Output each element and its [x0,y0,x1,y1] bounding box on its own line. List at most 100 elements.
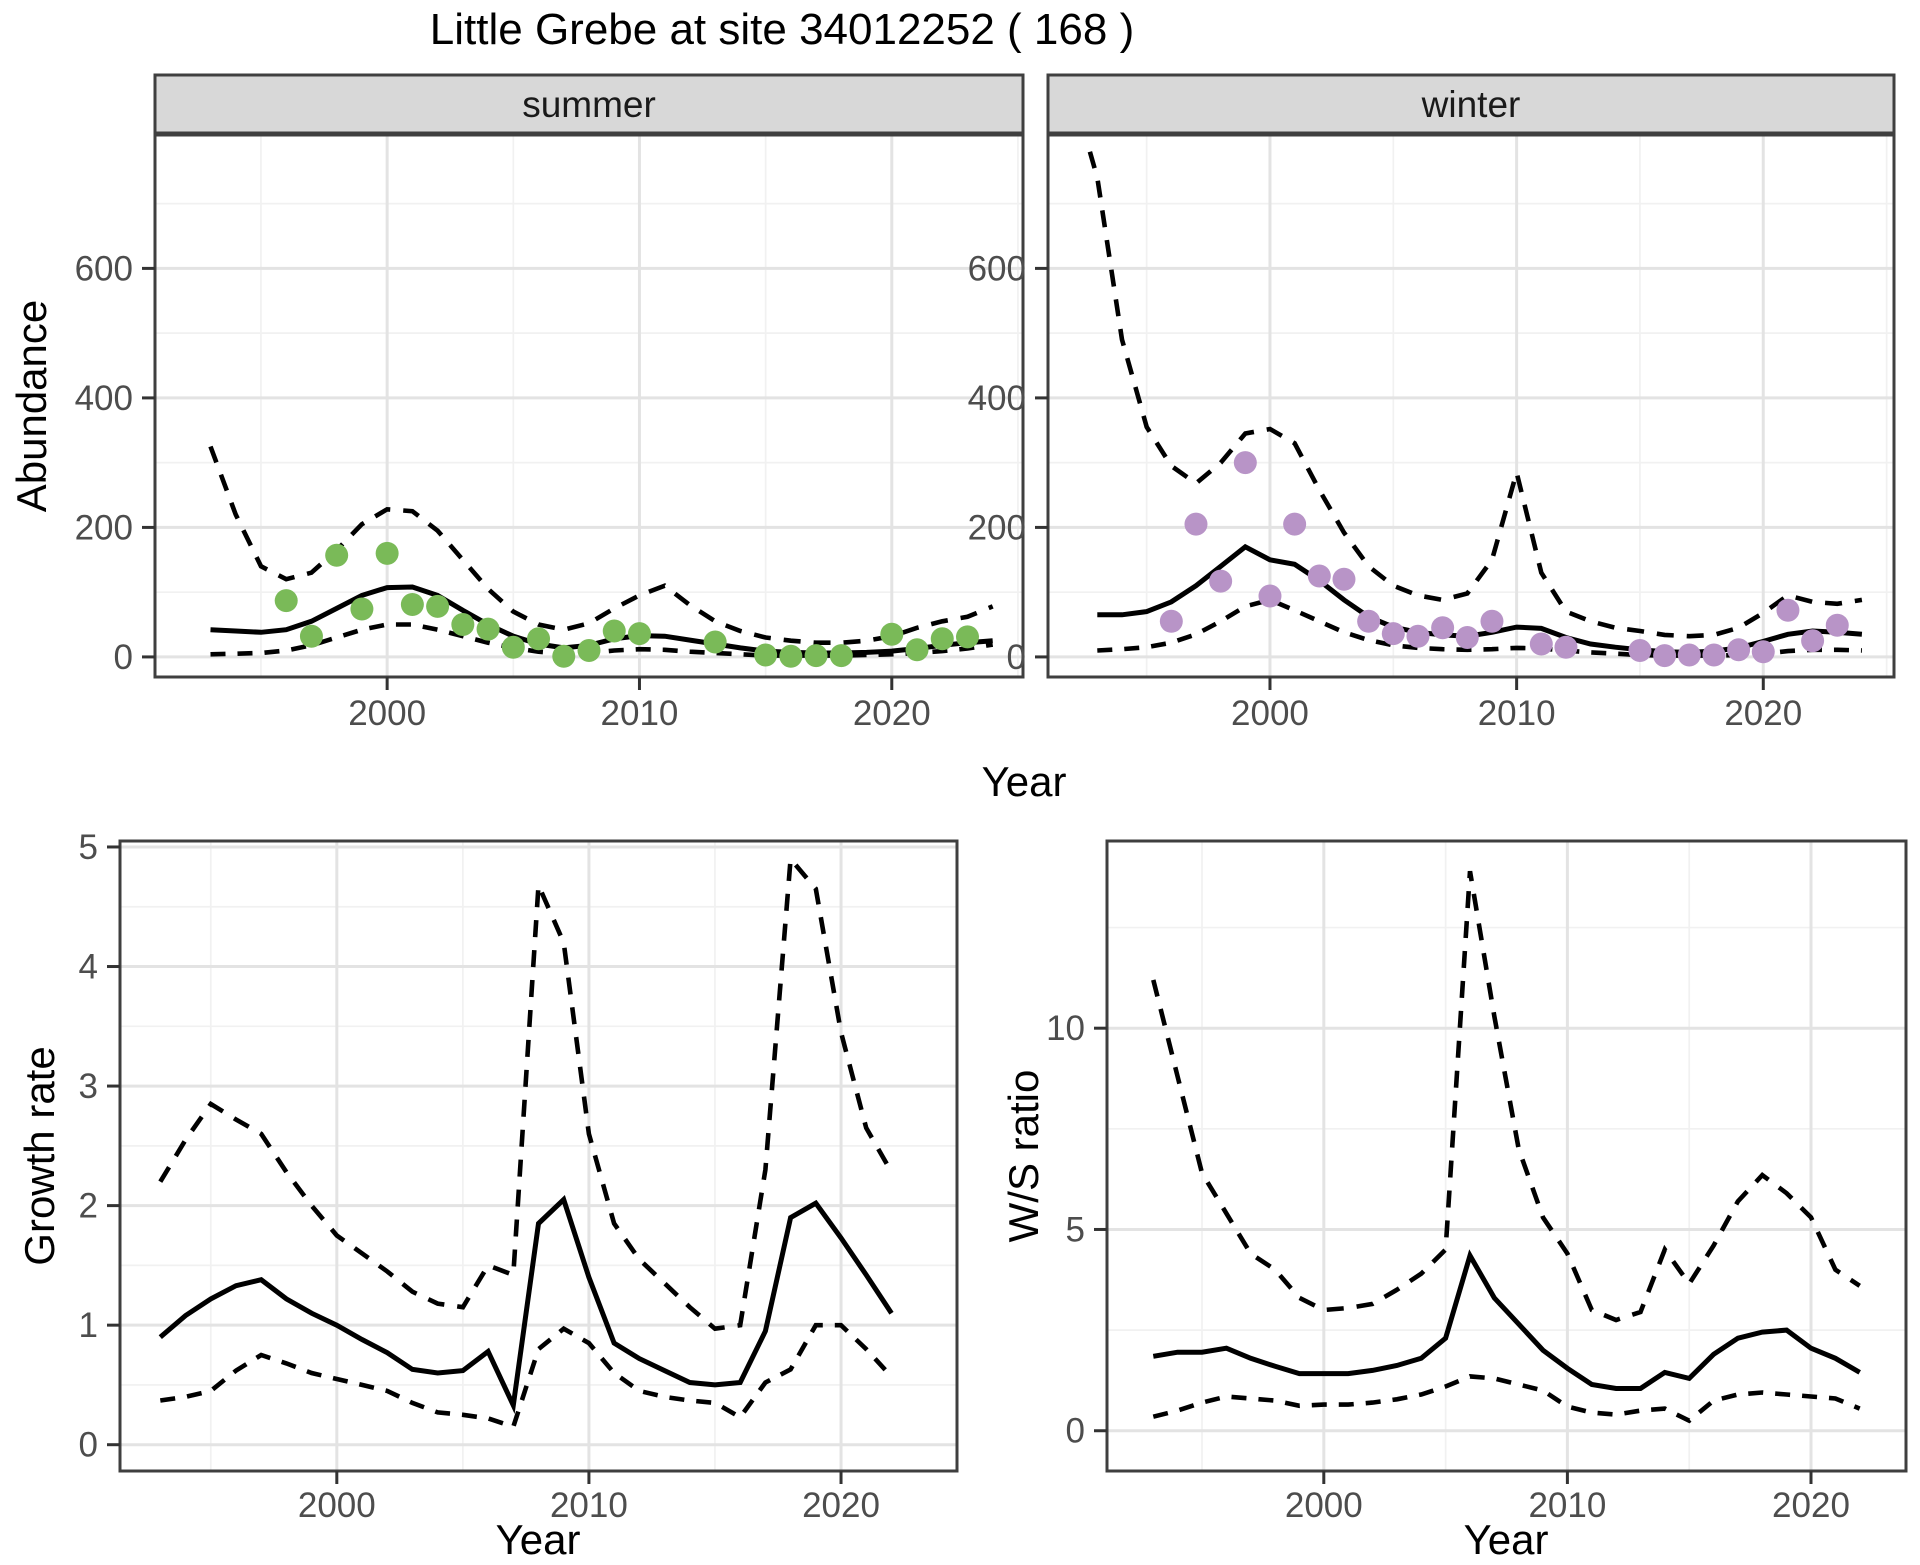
data-point [1628,638,1652,662]
data-point [299,624,323,648]
facet-strip [153,73,1025,135]
data-point [880,622,904,646]
data-point [274,589,298,613]
panel-border [1105,839,1908,1473]
x-tick-label: 2010 [601,694,679,733]
y-axis-title-growth-rate: Growth rate [16,1046,63,1266]
data-point [1307,564,1331,588]
x-tick-label: 2000 [1231,694,1309,733]
data-point [1529,632,1553,656]
upper-ci-line [1151,870,1861,1323]
upper-ci-line [1087,151,1863,639]
x-tick-label: 2000 [348,694,426,733]
data-point [1258,584,1282,608]
data-point [1233,451,1257,475]
y-tick-label: 10 [1046,1009,1085,1048]
y-tick-label: 0 [1007,638,1026,677]
data-point [1283,512,1307,536]
upper-ci-line [158,853,894,1332]
y-axis-title-ws-ratio: W/S ratio [1000,1069,1047,1243]
lower-ci-line [210,622,994,658]
data-point [451,613,475,637]
x-axis-title-year-growth: Year [495,1516,581,1563]
data-point [1776,598,1800,622]
data-point [602,619,626,643]
data-point [627,622,651,646]
panel-border [118,839,959,1473]
plot-title: Little Grebe at site 34012252 ( 168 ) [429,5,1135,54]
panel-growth: 2000 2010 2020 0 1 2 3 4 5 [79,828,959,1525]
y-tick-label: 400 [75,379,133,418]
data-point [829,644,853,668]
data-point [1480,609,1504,633]
data-point [804,644,828,668]
data-point [1702,643,1726,667]
lower-ci-line [1152,1374,1861,1424]
data-point [930,627,954,651]
data-point [754,643,778,667]
data-point [1406,624,1430,648]
y-tick-label: 600 [968,249,1026,288]
y-tick-label: 200 [968,508,1026,547]
panel-background [1048,135,1894,677]
data-point [400,592,424,616]
data-point [501,635,525,659]
x-tick-label: 2000 [298,1486,376,1525]
x-tick-label: 2000 [1285,1486,1363,1525]
panel-border [1046,133,1896,679]
panel-ws: 2000 2010 2020 0 5 10 [1046,839,1908,1525]
data-point [375,541,399,565]
y-tick-label: 600 [75,249,133,288]
data-point [577,638,601,662]
x-tick-label: 2020 [853,694,931,733]
fit-line [158,1195,894,1415]
data-point [1825,613,1849,637]
data-point [1677,643,1701,667]
panel-background [155,135,1023,677]
facet-strip-label: winter [1421,84,1521,125]
data-point [1332,567,1356,591]
facet-strip [1046,73,1896,135]
y-tick-label: 1 [79,1306,98,1345]
data-point [1751,640,1775,664]
data-point [1184,512,1208,536]
x-axis-title-year-top: Year [981,758,1067,805]
data-point [1554,635,1578,659]
x-axis-title-year-ws: Year [1463,1516,1549,1563]
data-point [350,597,374,621]
data-point [325,543,349,567]
data-point [426,594,450,618]
y-tick-label: 2 [79,1187,98,1226]
data-point [1801,629,1825,653]
data-point [1357,609,1381,633]
y-tick-label: 0 [114,638,133,677]
panel-background [1107,841,1906,1471]
fit-line [210,584,993,656]
data-point [527,627,551,651]
data-point [955,625,979,649]
x-tick-label: 2010 [1528,1486,1606,1525]
fit-line [1152,1249,1861,1391]
y-tick-label: 5 [79,828,98,867]
data-point [1653,644,1677,668]
data-point [1159,609,1183,633]
panel-border [153,133,1025,679]
y-tick-label: 400 [968,379,1026,418]
x-tick-label: 2010 [550,1486,628,1525]
data-point [1727,638,1751,662]
x-tick-label: 2020 [802,1486,880,1525]
y-tick-label: 3 [79,1067,98,1106]
data-point [1455,625,1479,649]
y-tick-label: 0 [1066,1412,1085,1451]
y-axis-title-abundance: Abundance [8,299,55,513]
x-tick-label: 2010 [1478,694,1556,733]
data-point [905,638,929,662]
lower-ci-line [159,1322,894,1430]
y-tick-label: 0 [79,1426,98,1465]
y-tick-label: 200 [75,508,133,547]
panel-winter: 2000 2010 2020 0 200 400 600 winter [968,73,1896,733]
x-tick-label: 2020 [1724,694,1802,733]
